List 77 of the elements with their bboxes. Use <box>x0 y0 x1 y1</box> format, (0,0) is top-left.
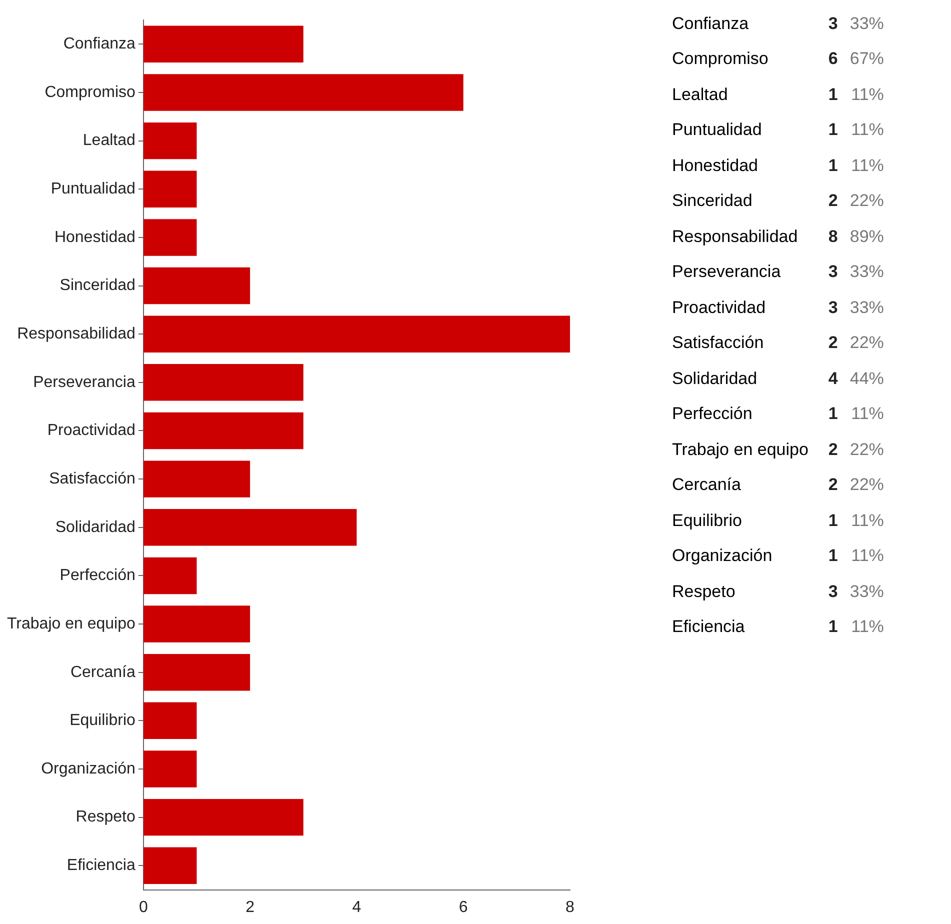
y-tick-label: Responsabilidad <box>17 326 136 342</box>
category-label: Perseverancia <box>672 262 781 282</box>
y-tick-label: Proactividad <box>47 422 136 440</box>
text: 1 <box>827 154 838 177</box>
y-tick-label: Eficiencia <box>66 857 136 874</box>
text: 1 <box>827 545 838 568</box>
text: 1 <box>827 403 838 426</box>
category-label: Trabajo en equipo <box>672 440 808 459</box>
text: 1 <box>827 84 838 106</box>
text: 2 <box>827 190 838 212</box>
category-label: Eficiencia <box>672 617 745 636</box>
text: 89% <box>848 226 884 248</box>
text: 1 <box>827 119 838 142</box>
y-tick-label: Perseverancia <box>33 374 136 391</box>
x-tick-label: 4 <box>352 898 362 916</box>
text: 6 <box>827 48 838 70</box>
text: 1 <box>827 616 838 638</box>
y-tick-label: Compromiso <box>44 84 136 101</box>
x-tick-label: 8 <box>566 898 575 916</box>
text: 33% <box>848 12 884 35</box>
text: 2 <box>827 332 838 354</box>
text: 22% <box>848 332 884 354</box>
text: 11% <box>850 545 884 568</box>
y-tick-label: Satisfacción <box>49 470 136 488</box>
category-label: Compromiso <box>672 49 768 68</box>
x-tick-label: 2 <box>246 898 255 916</box>
text: 33% <box>848 296 884 319</box>
category-label: Lealtad <box>672 84 728 104</box>
text: 33% <box>848 261 884 284</box>
y-tick-label: Perfección <box>60 567 136 584</box>
text: 11% <box>850 510 884 532</box>
text: 2 <box>827 474 838 496</box>
category-label: Confianza <box>672 14 749 33</box>
x-tick-label: 6 <box>458 898 468 916</box>
category-label: Sinceridad <box>672 191 752 210</box>
category-label: Puntualidad <box>672 120 762 140</box>
category-label: Perfección <box>672 404 752 424</box>
category-label: Equilibrio <box>672 510 742 530</box>
text: 3 <box>827 296 838 319</box>
y-tick-label: Confianza <box>63 36 136 53</box>
category-label: Solidaridad <box>672 368 758 388</box>
category-label: Organización <box>672 546 772 566</box>
text: 3 <box>827 580 838 603</box>
y-tick-label: Trabajo en equipo <box>7 615 136 632</box>
text: 1 <box>827 510 838 532</box>
category-label: Proactividad <box>672 298 766 317</box>
y-tick-label: Puntualidad <box>50 180 136 198</box>
y-tick-label: Respeto <box>76 808 136 826</box>
category-label: Honestidad <box>672 156 758 175</box>
y-tick-label: Equilibrio <box>70 712 136 730</box>
text: 4 <box>827 368 838 390</box>
y-tick-label: Solidaridad <box>55 518 136 536</box>
text: 11% <box>850 119 884 142</box>
y-tick-label: Sinceridad <box>60 277 136 294</box>
y-tick-label: Cercanía <box>70 664 136 681</box>
text: 3 <box>827 12 838 35</box>
text: 11% <box>850 84 884 106</box>
text: 8 <box>827 226 838 248</box>
text: 11% <box>850 616 884 638</box>
x-tick-label: 0 <box>138 898 148 916</box>
text: 22% <box>848 438 884 461</box>
category-label: Satisfacción <box>672 333 764 352</box>
y-tick-label: Organización <box>41 760 136 778</box>
text: 44% <box>848 368 884 390</box>
category-label: Cercanía <box>672 475 741 494</box>
category-label: Respeto <box>672 582 736 601</box>
text: 3 <box>827 261 838 284</box>
text: 33% <box>848 580 884 603</box>
text: 2 <box>827 438 838 461</box>
y-tick-label: Lealtad <box>82 132 136 150</box>
category-label: Responsabilidad <box>672 226 798 246</box>
y-tick-label: Honestidad <box>54 228 136 246</box>
text: 22% <box>848 474 884 496</box>
text: 67% <box>848 48 884 70</box>
text: 11% <box>850 403 884 426</box>
text: 22% <box>848 190 884 212</box>
text: 11% <box>850 154 884 177</box>
